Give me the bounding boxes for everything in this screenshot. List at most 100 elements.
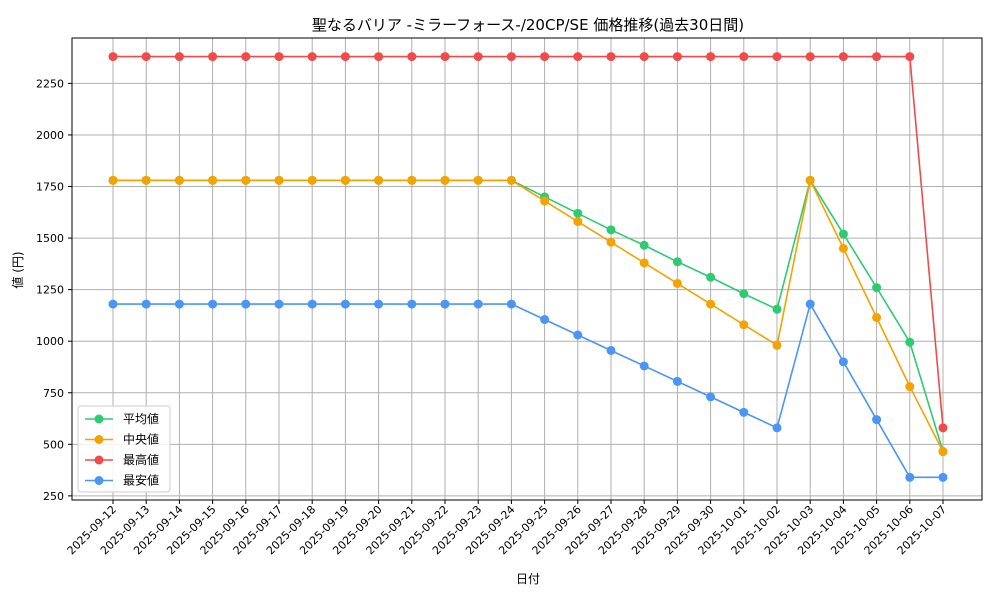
data-point (473, 299, 483, 309)
data-point (174, 299, 184, 309)
data-point (440, 175, 450, 185)
data-point (805, 299, 815, 309)
data-point (473, 175, 483, 185)
series-1 (108, 175, 948, 457)
data-point (872, 52, 882, 62)
data-point (241, 299, 251, 309)
data-point (141, 299, 151, 309)
data-point (506, 52, 516, 62)
y-tick-label: 1500 (36, 232, 64, 245)
data-point (274, 52, 284, 62)
data-point (805, 52, 815, 62)
data-point (872, 312, 882, 322)
data-point (706, 272, 716, 282)
data-point (739, 52, 749, 62)
y-tick-label: 1000 (36, 335, 64, 348)
data-point (141, 52, 151, 62)
legend-marker (94, 414, 104, 424)
y-tick-label: 250 (43, 490, 64, 503)
legend-label: 最安値 (123, 473, 159, 488)
data-point (307, 299, 317, 309)
data-point (540, 52, 550, 62)
data-point (872, 415, 882, 425)
series-4 (108, 299, 948, 482)
legend-marker (94, 476, 104, 485)
series-line (113, 301, 943, 479)
data-point (340, 175, 350, 185)
data-point (606, 345, 616, 355)
data-point (672, 376, 682, 386)
data-point (672, 257, 682, 267)
data-point (307, 52, 317, 62)
data-point (706, 52, 716, 62)
data-point (340, 299, 350, 309)
data-point (573, 208, 583, 218)
plot-area (71, 37, 983, 501)
data-point (772, 304, 782, 314)
data-point (108, 52, 118, 62)
data-point (540, 196, 550, 206)
data-point (440, 52, 450, 62)
data-point (274, 175, 284, 185)
data-point (374, 175, 384, 185)
data-point (340, 52, 350, 62)
data-point (208, 175, 218, 185)
data-point (938, 472, 948, 482)
data-point (274, 299, 284, 309)
data-point (905, 52, 915, 62)
data-point (506, 175, 516, 185)
data-point (440, 299, 450, 309)
data-point (241, 175, 251, 185)
legend-label: 最高値 (123, 452, 159, 467)
data-point (374, 52, 384, 62)
data-point (706, 392, 716, 402)
data-point (838, 229, 848, 239)
data-point (573, 217, 583, 227)
data-point (838, 52, 848, 62)
data-point (506, 299, 516, 309)
data-point (407, 175, 417, 185)
y-tick-label: 2000 (36, 129, 64, 142)
y-tick-label: 500 (43, 438, 64, 451)
data-point (208, 52, 218, 62)
y-axis-label: 値 (円) (10, 251, 25, 288)
data-point (672, 52, 682, 62)
legend-box (77, 405, 171, 493)
data-point (838, 357, 848, 367)
data-point (805, 175, 815, 185)
data-point (938, 447, 948, 457)
data-point (573, 330, 583, 340)
data-point (108, 299, 118, 309)
data-point (739, 407, 749, 417)
data-point (938, 423, 948, 433)
y-axis: 250 500 750 1000 1250 1500 1750 2000 2250 (36, 77, 72, 503)
series-line (113, 177, 944, 452)
y-tick-label: 1250 (36, 284, 64, 297)
data-point (905, 337, 915, 347)
data-point (772, 423, 782, 433)
data-point (905, 472, 915, 482)
data-point (606, 237, 616, 247)
data-point (772, 340, 782, 350)
data-point (838, 243, 848, 253)
y-tick-label: 2250 (36, 77, 64, 90)
data-point (772, 52, 782, 62)
data-point (872, 283, 882, 293)
data-point (639, 240, 649, 250)
data-point (473, 52, 483, 62)
data-point (672, 278, 682, 288)
chart-title: 聖なるバリア -ミラーフォース-/20CP/SE 価格推移(過去30日間) (312, 16, 744, 34)
data-point (374, 299, 384, 309)
data-point (606, 52, 616, 62)
legend-label: 中央値 (123, 432, 159, 447)
y-tick-label: 750 (43, 387, 64, 400)
series-line (113, 178, 944, 452)
series-3 (108, 52, 948, 433)
data-point (606, 225, 616, 235)
data-point (208, 299, 218, 309)
data-point (407, 52, 417, 62)
legend-label: 平均値 (123, 411, 159, 426)
data-point (639, 52, 649, 62)
